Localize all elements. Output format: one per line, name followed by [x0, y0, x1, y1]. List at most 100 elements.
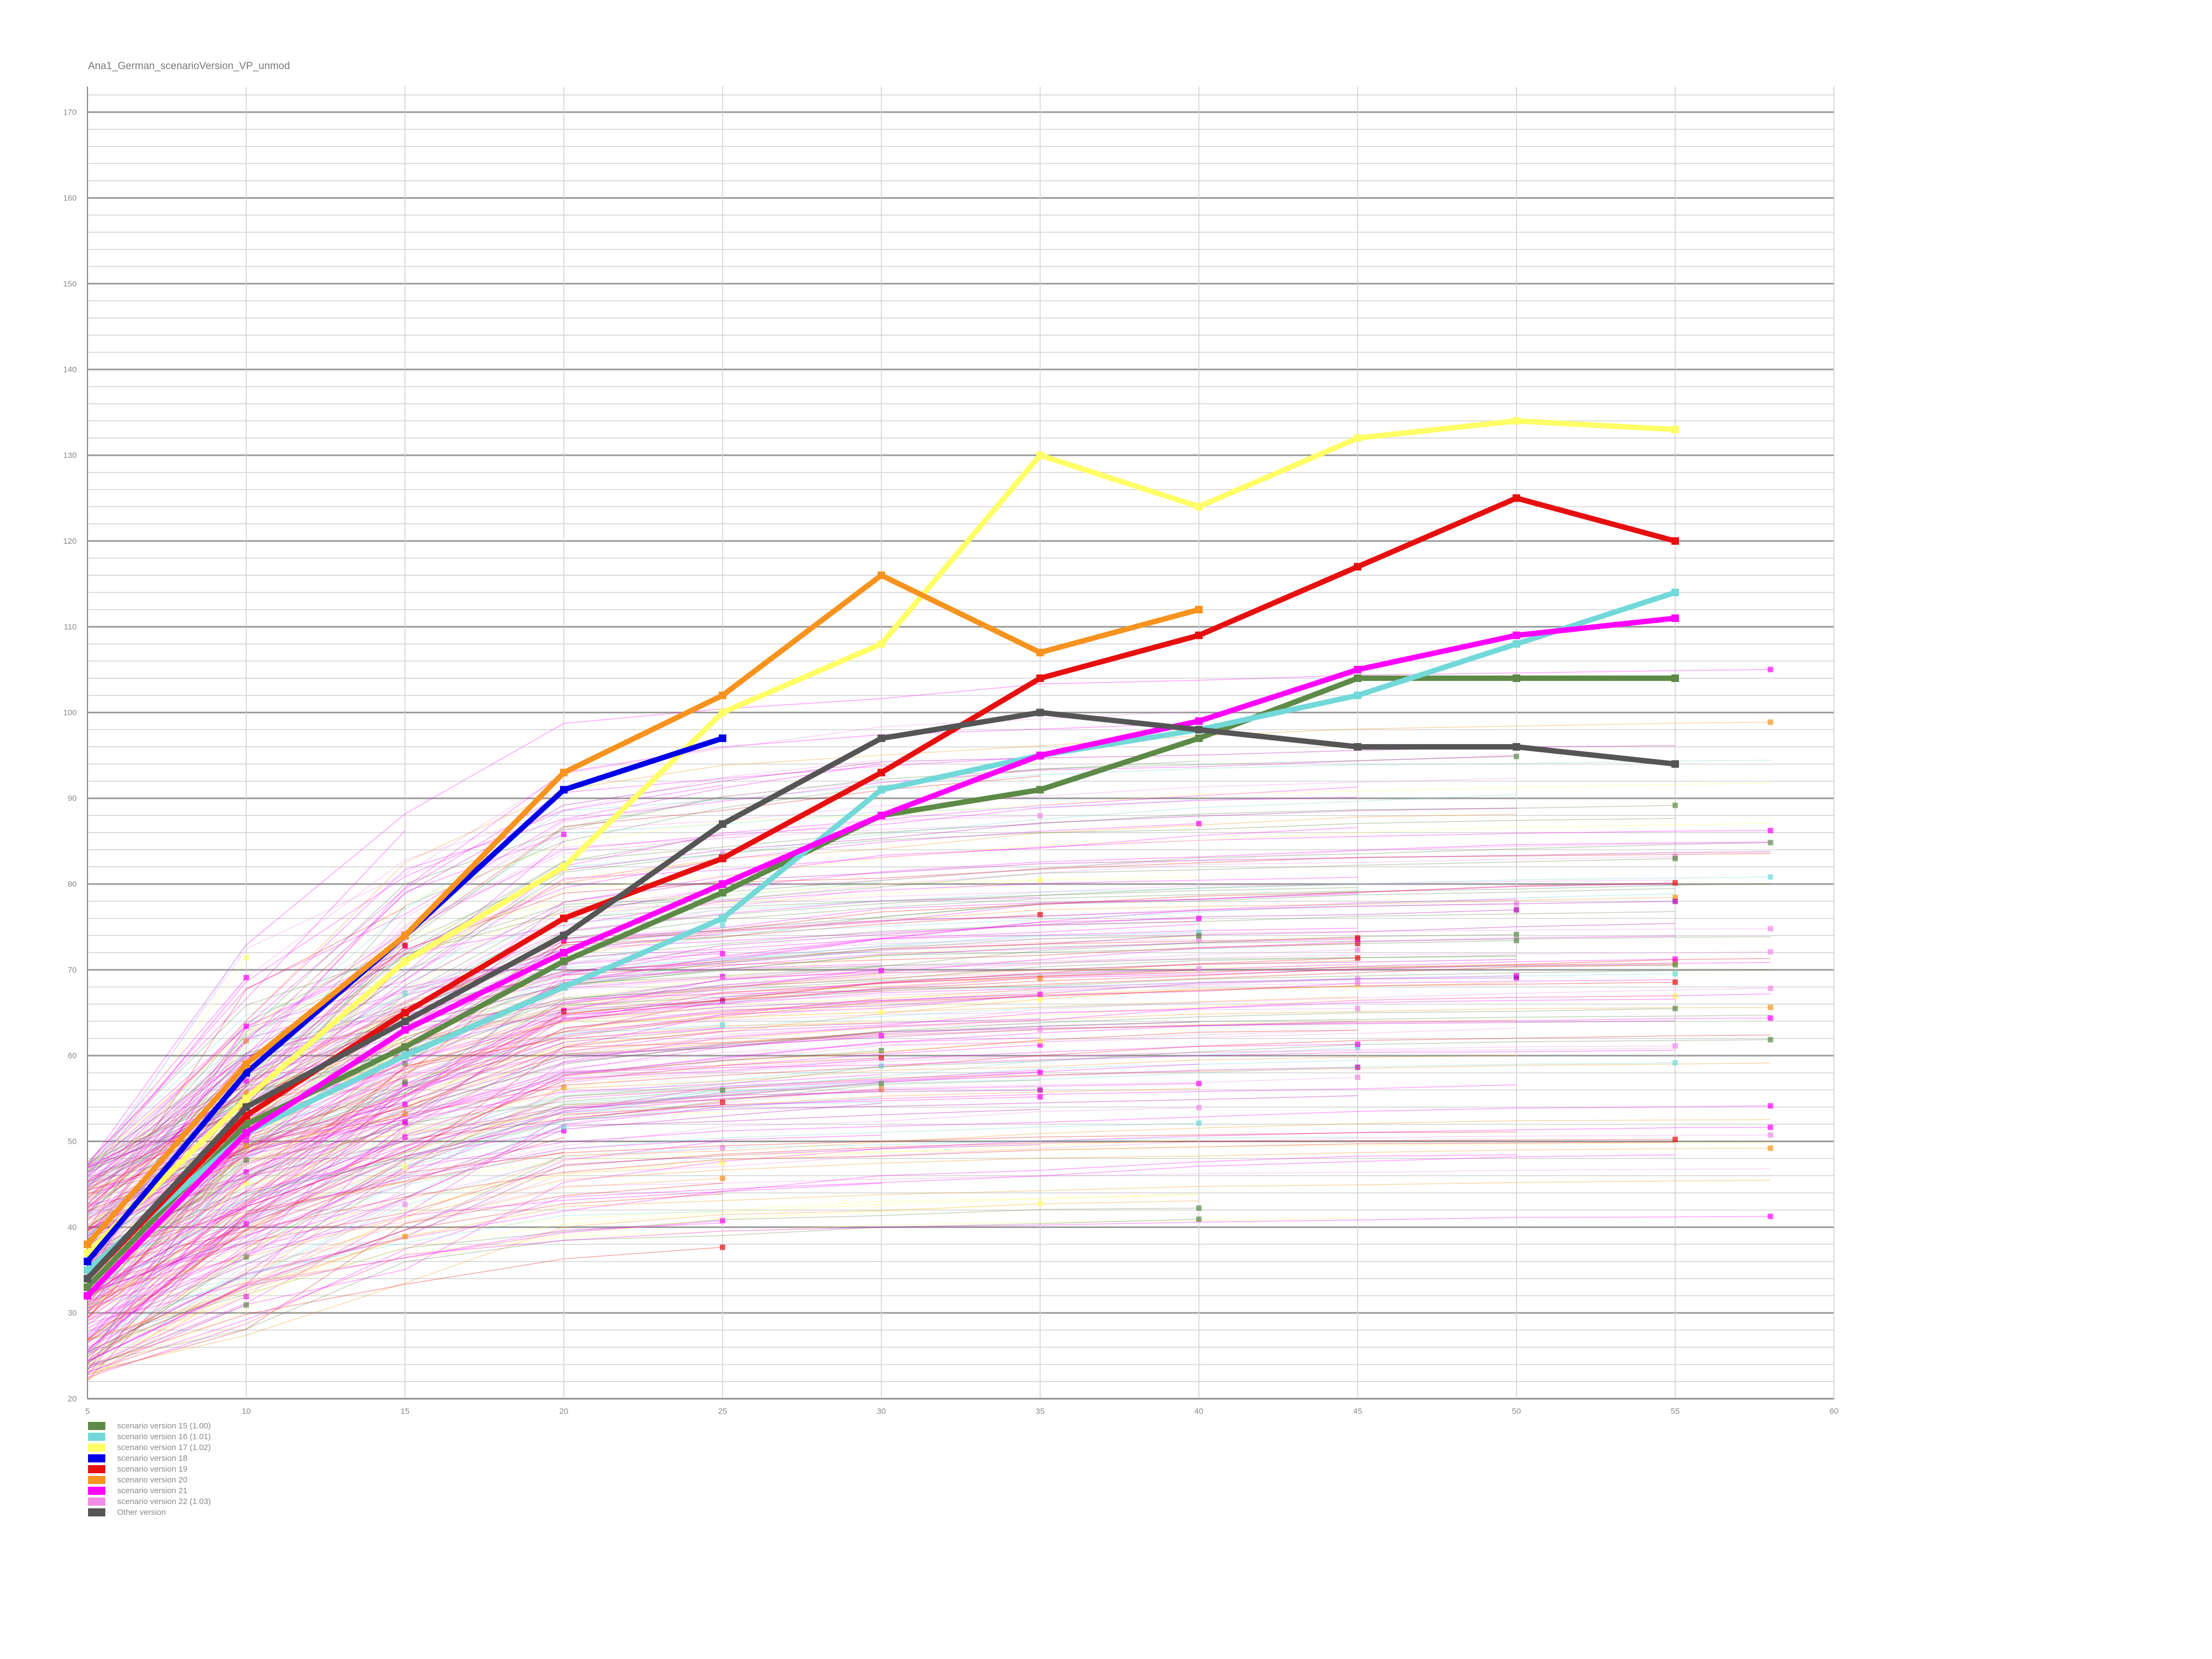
trajectory-line [87, 1044, 1041, 1284]
trajectory-line [87, 841, 1771, 1191]
series-point [1036, 709, 1044, 717]
series-point [242, 1111, 250, 1120]
trajectory-line [87, 935, 1199, 1324]
trajectory-line [87, 1136, 406, 1351]
legend-item: scenario version 16 (1.01) [88, 1431, 211, 1442]
trajectory-line [87, 1147, 723, 1362]
series-point [1036, 451, 1044, 459]
trajectory-line [87, 783, 1771, 1218]
series-point [401, 932, 409, 940]
trajectory-line [87, 1216, 1771, 1373]
x-tick-label: 40 [1195, 1407, 1204, 1416]
x-tick-label: 30 [877, 1407, 886, 1416]
trajectory-line [87, 1182, 247, 1321]
series-point [401, 957, 409, 965]
series-point [560, 768, 568, 777]
series-point [401, 1026, 409, 1034]
trajectory-line [87, 1042, 564, 1287]
trajectory-endpoint [1514, 938, 1519, 943]
trajectory-endpoint [1196, 1216, 1202, 1222]
trajectory-endpoint [1196, 1105, 1202, 1111]
trajectory-endpoint [1037, 912, 1043, 918]
series-point [560, 983, 568, 991]
trajectory-endpoint [402, 1134, 408, 1140]
trajectory-line [87, 1105, 723, 1369]
trajectory-endpoint [1673, 899, 1678, 905]
trajectory-endpoint [1196, 1120, 1202, 1126]
trajectory-endpoint [1355, 1074, 1360, 1080]
trajectory-line [87, 1014, 1771, 1253]
legend-swatch [88, 1454, 105, 1462]
trajectory-line [87, 914, 1041, 1207]
trajectory-line [87, 1162, 723, 1310]
x-tick-label: 5 [85, 1407, 90, 1416]
trajectory-line [87, 957, 247, 1183]
trajectory-line [87, 985, 1358, 1225]
legend-label: Other version [117, 1507, 166, 1517]
trajectory-line [87, 1057, 882, 1340]
trajectory-line [87, 1139, 406, 1338]
trajectory-endpoint [720, 974, 725, 980]
trajectory-line [87, 1148, 1771, 1295]
x-tick-label: 20 [559, 1407, 569, 1416]
trajectory-line [87, 957, 1358, 1265]
trajectory-line [87, 962, 1676, 1313]
individual-trajectories [87, 666, 1773, 1381]
trajectory-line [87, 1077, 1358, 1373]
series-point [878, 640, 885, 648]
trajectory-endpoint [244, 975, 249, 981]
trajectory-line [87, 830, 1771, 1169]
trajectory-line [87, 979, 1358, 1273]
trajectory-line [87, 842, 1771, 1201]
trajectory-line [87, 1296, 247, 1367]
series-point [878, 786, 885, 794]
trajectory-endpoint [244, 1023, 249, 1029]
trajectory-line [87, 935, 1199, 1358]
trajectory-line [87, 977, 247, 1166]
legend-item: scenario version 21 [88, 1485, 211, 1496]
series-point [1354, 691, 1361, 699]
trajectory-line [87, 1030, 723, 1364]
legend-item: scenario version 15 (1.00) [88, 1420, 211, 1431]
trajectory-line [87, 1080, 1041, 1365]
trajectory-line [87, 1055, 1517, 1289]
trajectory-line [87, 1022, 882, 1198]
trajectory-endpoint [1037, 877, 1043, 883]
series-point [878, 571, 885, 579]
trajectory-line [87, 799, 1199, 1185]
trajectory-line [87, 1010, 406, 1172]
series-point [401, 1017, 409, 1026]
trajectory-endpoint [720, 1175, 725, 1181]
y-tick-label: 140 [63, 365, 77, 374]
trajectory-line [87, 1092, 247, 1198]
series-point [242, 1069, 250, 1077]
series-point [878, 734, 885, 743]
trajectory-endpoint [1037, 992, 1043, 997]
trajectory-line [87, 949, 1358, 1242]
legend-item: scenario version 18 [88, 1453, 211, 1464]
trajectory-endpoint [1037, 1094, 1043, 1100]
trajectory-line [87, 824, 1041, 1199]
trajectory-line [87, 1178, 723, 1380]
series-point [1513, 417, 1520, 425]
trajectory-line [87, 1062, 1676, 1304]
trajectory-line [87, 1193, 406, 1361]
trajectory-line [87, 1041, 1041, 1258]
trajectory-line [87, 884, 1358, 1216]
trajectory-endpoint [1196, 966, 1202, 972]
trajectory-line [87, 1119, 1771, 1381]
trajectory-line [87, 934, 1517, 1163]
trajectory-line [87, 879, 1676, 1191]
trajectory-endpoint [879, 968, 884, 974]
trajectory-endpoint [244, 1138, 249, 1144]
trajectory-endpoint [402, 1164, 408, 1170]
trajectory-line [87, 1144, 1041, 1353]
series-point [1195, 717, 1203, 725]
trajectory-line [87, 940, 564, 1183]
trajectory-line [87, 1204, 406, 1330]
y-tick-label: 90 [68, 794, 77, 803]
legend-swatch [88, 1486, 105, 1495]
trajectory-endpoint [720, 1244, 725, 1250]
series-point [878, 768, 885, 777]
trajectory-endpoint [1355, 1006, 1360, 1011]
